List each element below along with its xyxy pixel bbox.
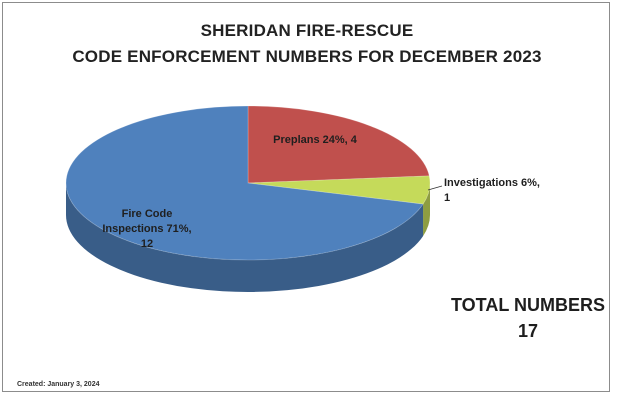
total-numbers-label: TOTAL NUMBERS: [450, 295, 605, 315]
chart-title-line1: SHERIDAN FIRE-RESCUE: [200, 21, 414, 40]
pie-slice-fire-code-inspections: [65, 105, 424, 261]
created-date: Created: January 3, 2024: [17, 381, 100, 388]
leader-line-investigations: [427, 185, 443, 191]
pie-slice-investigations: [247, 175, 431, 205]
chart-frame: SHERIDAN FIRE-RESCUE CODE ENFORCEMENT NU…: [2, 2, 610, 392]
pie-slice-preplans: [247, 105, 430, 184]
pie-slice-side-2: [66, 183, 424, 292]
pie-labels: Preplans 24%, 4 Investigations 6%, 1 Fire C…: [102, 134, 540, 250]
data-label-fire-code-inspections: Fire Code Inspections 71%, 12: [102, 208, 191, 250]
pie-slice-side-1: [423, 183, 430, 237]
pie-depth: [66, 183, 430, 292]
total-numbers-value: 17: [517, 321, 539, 341]
chart-title-line2: CODE ENFORCEMENT NUMBERS FOR DECEMBER 20…: [72, 47, 542, 66]
data-label-investigations: Investigations 6%, 1: [444, 177, 540, 204]
pie-chart: Preplans 24%, 4 Investigations 6%, 1 Fire C…: [65, 105, 540, 292]
data-label-preplans: Preplans 24%, 4: [273, 134, 358, 146]
pie-top: [65, 105, 431, 261]
